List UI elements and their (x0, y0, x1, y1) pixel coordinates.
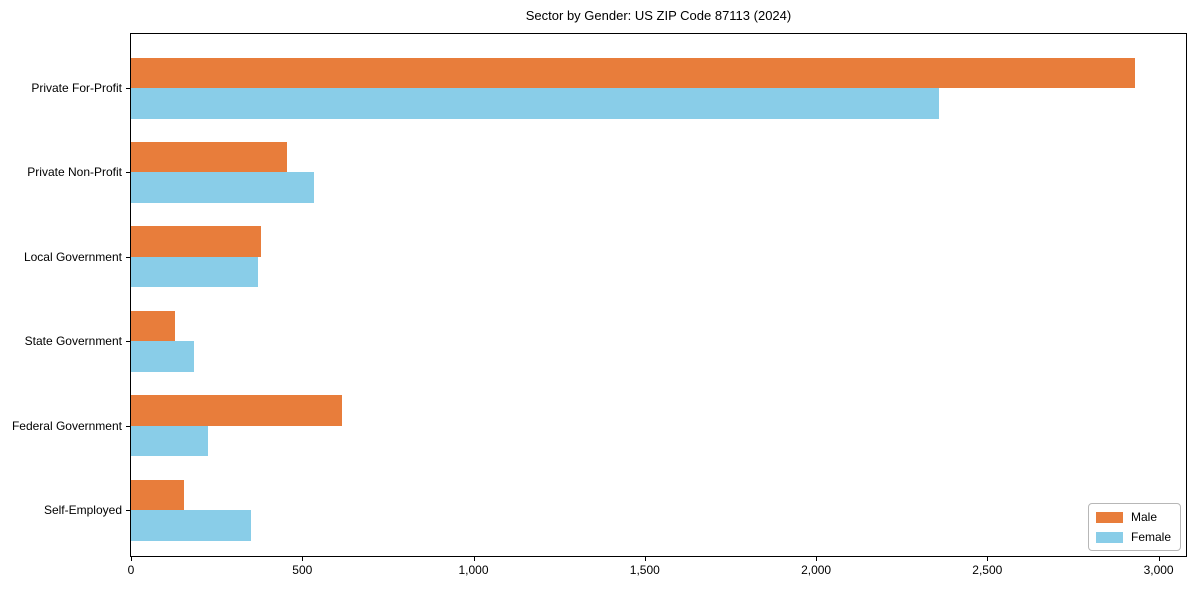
bar-female-local-government (131, 256, 259, 288)
x-tick-label-1500: 1,500 (629, 563, 660, 577)
y-tick-mark (126, 341, 130, 343)
x-tick-label-1000: 1,000 (458, 563, 489, 577)
y-tick-label-local-government: Local Government (23, 249, 122, 264)
y-tick-mark (126, 172, 130, 174)
legend-label-female: Female (1130, 530, 1171, 544)
chart-title: Sector by Gender: US ZIP Code 87113 (202… (525, 8, 792, 23)
legend-swatch-female (1095, 531, 1123, 543)
bar-female-private-for-profit (131, 88, 940, 119)
x-tick-mark (131, 557, 132, 561)
x-tick-mark (644, 557, 646, 561)
plot-area: Male Female (130, 33, 1187, 557)
x-tick-mark (302, 557, 304, 561)
bar-male-state-government (131, 310, 175, 342)
y-tick-label-self-employed: Self-Employed (43, 503, 122, 517)
bar-male-private-non-profit (131, 141, 287, 173)
x-tick-mark (473, 557, 475, 561)
bar-female-state-government (131, 341, 194, 372)
y-tick-label-private-non-profit: Private Non-Profit (27, 165, 122, 180)
y-tick-mark (126, 88, 130, 89)
bar-female-private-non-profit (131, 172, 315, 203)
x-tick-label-3000: 3,000 (1143, 563, 1174, 577)
x-tick-mark (987, 557, 989, 561)
bar-male-private-for-profit (131, 57, 1135, 88)
y-tick-label-federal-government: Federal Government (11, 418, 122, 433)
legend-item-male: Male (1095, 510, 1171, 524)
legend-label-male: Male (1130, 510, 1157, 524)
x-tick-mark (816, 557, 818, 561)
bar-male-self-employed (131, 479, 185, 510)
bar-female-self-employed (131, 510, 251, 541)
y-tick-mark (126, 425, 130, 427)
bar-male-federal-government (131, 395, 342, 426)
x-tick-label-500: 500 (292, 563, 313, 577)
legend-swatch-male (1095, 511, 1123, 523)
y-tick-mark (126, 510, 130, 511)
y-tick-label-state-government: State Government (24, 334, 122, 349)
bar-female-federal-government (131, 425, 208, 457)
x-tick-mark (1158, 557, 1160, 561)
legend: Male Female (1087, 503, 1181, 551)
x-tick-label-2500: 2,500 (972, 563, 1003, 577)
bar-male-local-government (131, 226, 262, 257)
legend-item-female: Female (1095, 530, 1171, 544)
x-tick-label-2000: 2,000 (801, 563, 832, 577)
x-tick-label-0: 0 (127, 563, 135, 577)
y-tick-label-private-for-profit: Private For-Profit (31, 81, 122, 95)
y-tick-mark (126, 256, 130, 258)
